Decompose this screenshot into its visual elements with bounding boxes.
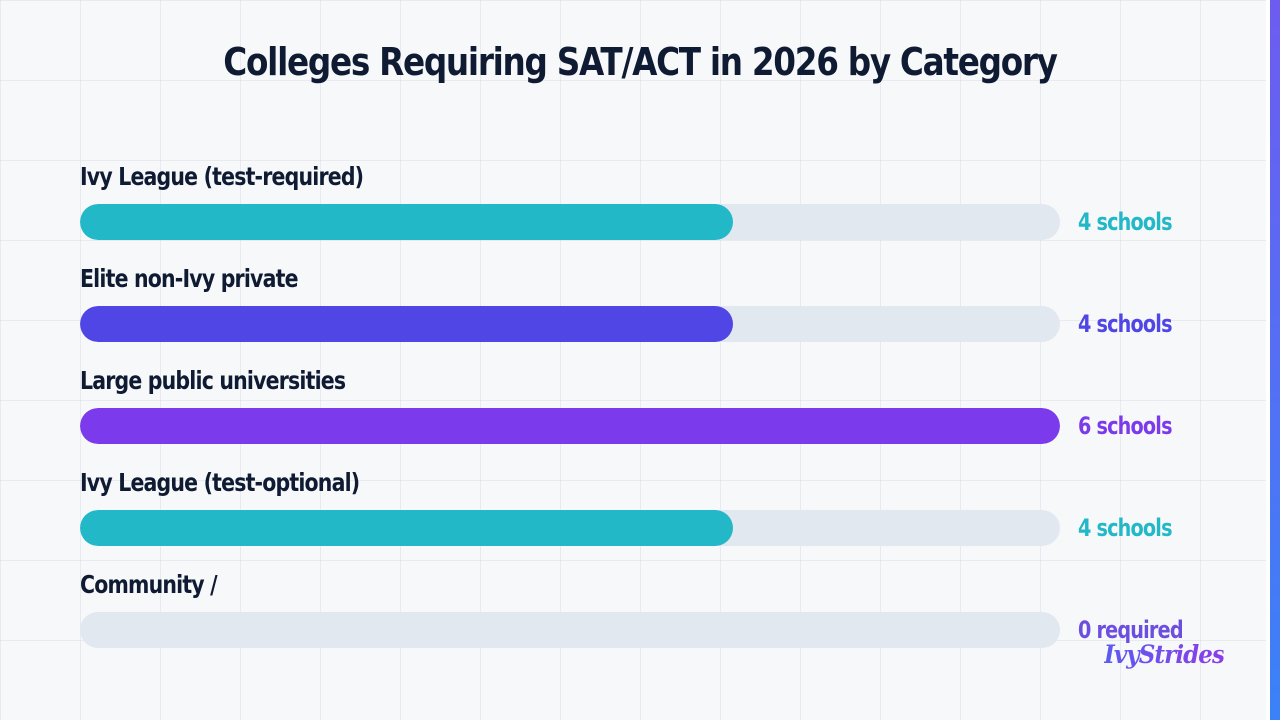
bar-row: Ivy League (test-required) 4 schools: [80, 160, 1190, 250]
bar-track: [80, 408, 1060, 444]
category-label: Ivy League (test-required): [80, 162, 364, 191]
value-label: 0 required: [1078, 616, 1184, 644]
bar-track: [80, 510, 1060, 546]
bar-track: [80, 204, 1060, 240]
value-label: 4 schools: [1078, 514, 1173, 542]
value-label: 6 schools: [1078, 412, 1173, 440]
bar-row: Ivy League (test-optional) 4 schools: [80, 466, 1190, 556]
bar-row: Elite non-Ivy private 4 schools: [80, 262, 1190, 352]
bar-track: [80, 612, 1060, 648]
bar-row: Community / 0 required: [80, 568, 1190, 658]
value-label: 4 schools: [1078, 208, 1173, 236]
value-label: 4 schools: [1078, 310, 1173, 338]
bar-track: [80, 306, 1060, 342]
ivystrides-logo: IvyStrides: [1104, 640, 1225, 669]
bar: [80, 306, 733, 342]
category-label: Community /: [80, 570, 218, 599]
bar: [80, 204, 733, 240]
category-label: Elite non-Ivy private: [80, 264, 298, 293]
category-label: Ivy League (test-optional): [80, 468, 360, 497]
chart-title: Colleges Requiring SAT/ACT in 2026 by Ca…: [223, 40, 1058, 84]
category-label: Large public universities: [80, 366, 346, 395]
bar-row: Large public universities 6 schools: [80, 364, 1190, 454]
right-accent-bar: [1266, 0, 1280, 720]
bar: [80, 408, 1060, 444]
bar: [80, 510, 733, 546]
